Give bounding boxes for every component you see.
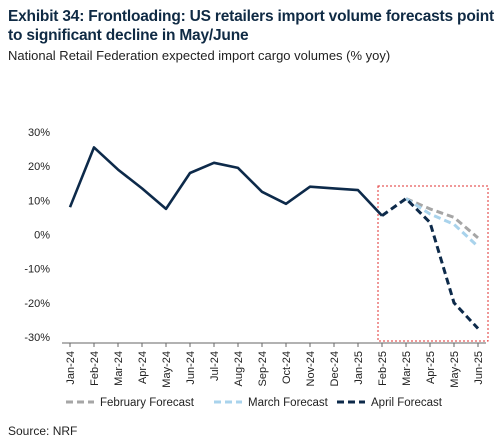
y-tick-label: 20% [28, 161, 50, 173]
x-tick-label: Jan-24 [65, 351, 77, 385]
x-tick-label: Nov-24 [305, 351, 317, 386]
x-tick-label: Mar-25 [401, 351, 413, 386]
y-tick-label: -20% [24, 298, 50, 310]
forecast-highlight-box [377, 185, 489, 342]
x-tick-label: May-25 [449, 351, 461, 388]
source-note: Source: NRF [8, 424, 78, 438]
x-tick-label: Mar-24 [113, 351, 125, 386]
y-tick-label: 30% [28, 127, 50, 139]
series-line-february-forecast [405, 197, 479, 240]
x-axis: Jan-24 Feb-24 Mar-24 Apr-24 May-24 Jun-24 Jul-… [62, 342, 486, 388]
series-line-march-forecast [405, 197, 480, 248]
legend: February Forecast March Forecast April For… [66, 397, 443, 409]
line-chart: 30% 20% 10% 0% -10% -20% -30% Jan-24 Feb-24 Mar-… [24, 127, 489, 409]
series-line-actual [68, 146, 383, 217]
legend-label: March Forecast [248, 397, 329, 409]
legend-label: April Forecast [371, 397, 443, 409]
x-tick-label: Feb-24 [89, 351, 101, 386]
x-tick-label: Apr-24 [137, 351, 149, 384]
x-tick-label: Aug-24 [233, 351, 245, 386]
y-tick-label: -30% [24, 332, 50, 344]
series-line-april-forecast [381, 197, 480, 330]
forecast-highlight [377, 185, 489, 342]
y-tick-label: 0% [34, 230, 50, 242]
y-tick-label: 10% [28, 195, 50, 207]
x-tick-label: Oct-24 [281, 351, 293, 384]
x-tick-label: Jun-24 [185, 351, 197, 385]
x-tick-label: Jun-25 [473, 351, 485, 385]
x-tick-label: Apr-25 [425, 351, 437, 384]
chart-subtitle: National Retail Federation expected impo… [8, 48, 391, 63]
y-tick-label: -10% [24, 264, 50, 276]
legend-label: February Forecast [100, 397, 195, 409]
y-axis-labels: 30% 20% 10% 0% -10% -20% -30% [24, 127, 50, 344]
chart-title: Exhibit 34: Frontloading: US retailers i… [8, 8, 494, 44]
x-tick-label: Sep-24 [257, 351, 269, 386]
x-tick-label: Jan-25 [353, 351, 365, 385]
x-tick-label: Dec-24 [329, 351, 341, 386]
series-layer [68, 146, 480, 330]
x-tick-label: Jul-24 [209, 351, 221, 381]
x-tick-label: May-24 [161, 351, 173, 388]
x-tick-label: Feb-25 [377, 351, 389, 386]
